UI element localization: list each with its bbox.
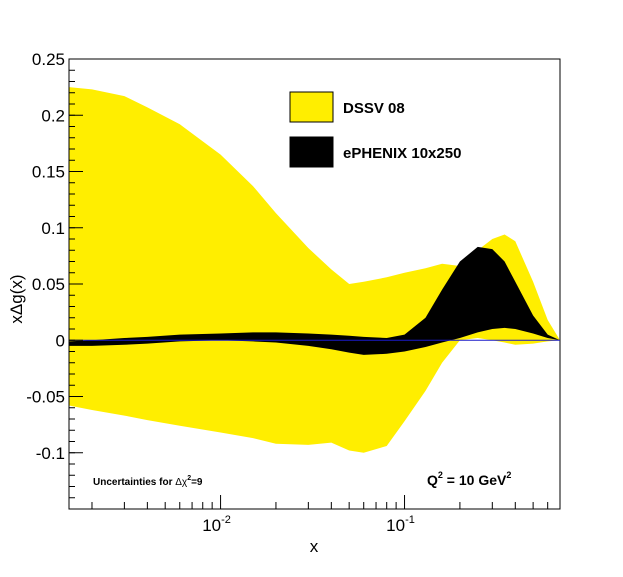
y-tick-label: 0.15 bbox=[32, 163, 65, 182]
q2-exp2: 2 bbox=[506, 470, 511, 480]
y-tick-label: 0.05 bbox=[32, 275, 65, 294]
band-ephenix bbox=[69, 246, 560, 355]
uncertainty-note: Uncertainties for Δχ2=9 bbox=[93, 475, 203, 488]
y-axis-title: xΔg(x) bbox=[7, 274, 26, 323]
legend: DSSV 08 ePHENIX 10x250 bbox=[289, 91, 461, 168]
q2-exp: 2 bbox=[438, 470, 443, 480]
uncertainty-prefix: Uncertainties for bbox=[93, 477, 175, 488]
legend-label-ephenix: ePHENIX 10x250 bbox=[343, 145, 461, 162]
y-tick-label: 0.1 bbox=[41, 219, 65, 238]
y-tick-label: 0 bbox=[56, 331, 65, 350]
y-tick-label: 0.2 bbox=[41, 106, 65, 125]
legend-swatch-ephenix bbox=[289, 136, 334, 168]
legend-swatch-dssv bbox=[289, 91, 334, 123]
data-bands bbox=[69, 87, 560, 453]
y-tick-label: -0.05 bbox=[26, 388, 65, 407]
q2-label: Q2 = 10 GeV2 bbox=[427, 470, 511, 488]
uncertainty-symbol: Δχ bbox=[175, 477, 188, 488]
axes: 0.25 0.2 0.15 0.1 0.05 0 -0.05 -0.1 10-2 10-1 bbox=[26, 50, 560, 535]
x-tick-label: 10-2 bbox=[202, 514, 231, 535]
q2-prefix: Q bbox=[427, 472, 438, 488]
x-tick-label: 10-1 bbox=[386, 514, 415, 535]
uncertainty-suffix: =9 bbox=[191, 477, 203, 488]
band-dssv bbox=[69, 87, 560, 453]
y-tick-label: -0.1 bbox=[36, 444, 65, 463]
uncertainty-exp: 2 bbox=[187, 475, 191, 482]
x-axis-title: x bbox=[310, 537, 319, 556]
q2-mid: = 10 GeV bbox=[443, 472, 507, 488]
legend-label-dssv: DSSV 08 bbox=[343, 100, 405, 117]
y-tick-label: 0.25 bbox=[32, 50, 65, 69]
